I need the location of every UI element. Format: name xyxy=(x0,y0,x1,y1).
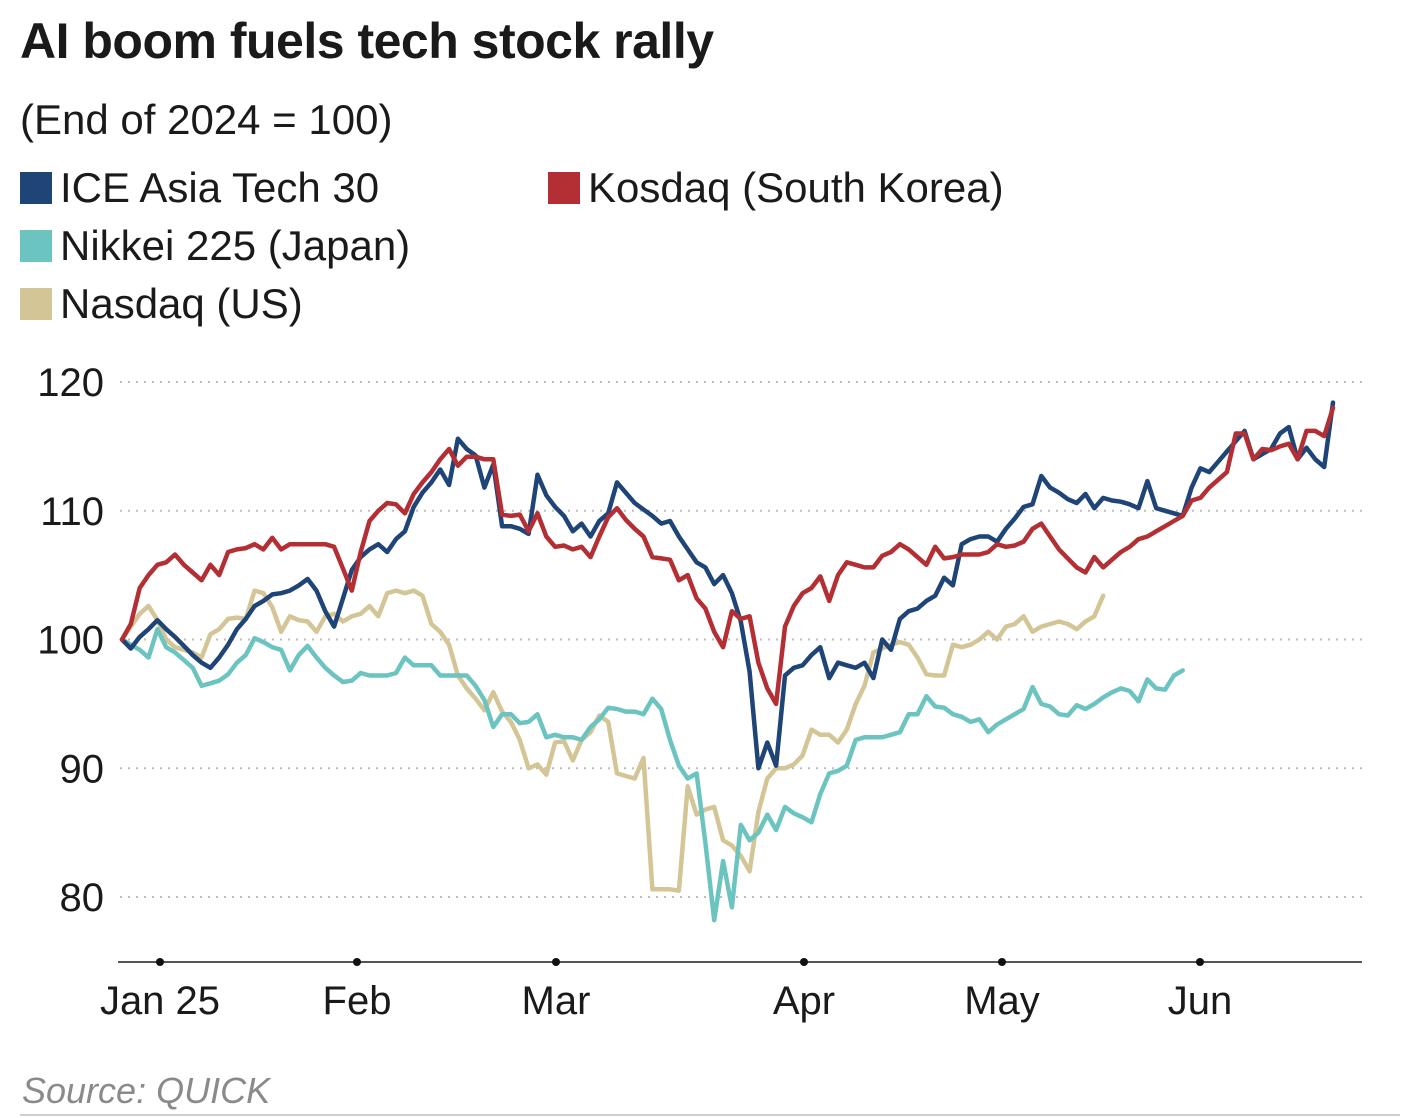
legend-swatch-nikkei-225 xyxy=(20,230,52,262)
x-tick-dot-3 xyxy=(800,958,808,966)
x-tick-label-1: Feb xyxy=(323,979,392,1023)
x-tick-dot-2 xyxy=(552,958,560,966)
y-tick-label-100: 100 xyxy=(37,619,104,663)
chart-subtitle: (End of 2024 = 100) xyxy=(20,96,393,143)
legend-item-ice-asia-tech-30: ICE Asia Tech 30 xyxy=(20,164,379,212)
x-tick-label-5: Jun xyxy=(1168,979,1233,1023)
legend-label-nasdaq: Nasdaq (US) xyxy=(60,280,303,327)
legend-label-ice-asia-tech-30: ICE Asia Tech 30 xyxy=(60,164,380,211)
y-tick-label-110: 110 xyxy=(40,490,104,534)
y-tick-label-80: 80 xyxy=(60,876,105,920)
legend-item-nasdaq: Nasdaq (US) xyxy=(20,280,303,328)
source-note: Source: QUICK xyxy=(22,1070,271,1111)
y-tick-label-90: 90 xyxy=(60,747,105,791)
legend-swatch-kosdaq xyxy=(548,172,580,204)
bottom-rule xyxy=(20,1114,1400,1116)
x-tick-label-0: Jan 25 xyxy=(100,979,220,1023)
x-tick-dot-1 xyxy=(353,958,361,966)
chart-title: AI boom fuels tech stock rally xyxy=(20,13,714,69)
legend-swatch-nasdaq xyxy=(20,288,52,320)
x-tick-dot-4 xyxy=(998,958,1006,966)
series-line-nasdaq-us xyxy=(119,588,1106,893)
x-tick-label-2: Mar xyxy=(522,979,591,1023)
legend-label-nikkei-225: Nikkei 225 (Japan) xyxy=(60,222,411,269)
x-tick-label-3: Apr xyxy=(773,979,835,1023)
y-tick-label-120: 120 xyxy=(37,361,104,405)
legend-swatch-ice-asia-tech-30 xyxy=(20,172,52,204)
x-tick-dot-0 xyxy=(156,958,164,966)
legend-label-kosdaq: Kosdaq (South Korea) xyxy=(588,164,1004,211)
series-line-nikkei-225-japan xyxy=(119,626,1185,923)
x-tick-dot-5 xyxy=(1196,958,1204,966)
legend-item-nikkei-225: Nikkei 225 (Japan) xyxy=(20,222,410,270)
legend-item-kosdaq: Kosdaq (South Korea) xyxy=(548,164,1004,212)
series-line-kosdaq-south-korea xyxy=(119,405,1336,707)
x-tick-label-4: May xyxy=(964,979,1040,1023)
series-line-ice-asia-tech-30 xyxy=(119,400,1336,771)
